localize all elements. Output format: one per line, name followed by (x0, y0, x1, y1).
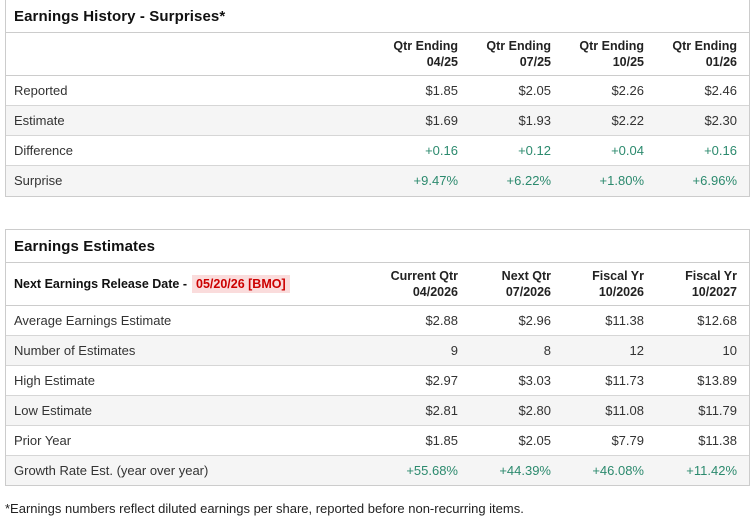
cell-value: $11.73 (605, 372, 644, 388)
cell-value: +6.96% (692, 173, 737, 189)
cell-value: $1.85 (425, 432, 458, 448)
earnings-estimates-header-row: Next Earnings Release Date - 05/20/26 [BM… (6, 262, 749, 306)
cell-value: $1.93 (518, 113, 551, 128)
cell-value: 10 (722, 342, 737, 358)
row-label: High Estimate (14, 372, 95, 388)
cell-value: 12 (629, 342, 644, 358)
column-header-fiscal-yr-2026: Fiscal Yr 10/2026 (563, 262, 656, 306)
cell-value: +0.16 (704, 143, 737, 158)
cell-value: $2.05 (518, 432, 551, 448)
cell-value: $2.80 (518, 402, 551, 418)
table-row-estimate: Estimate $1.69 $1.93 $2.22 $2.30 (6, 105, 749, 136)
table-row-number-of-estimates: Number of Estimates 9 8 12 10 (6, 335, 749, 365)
cell-value: $11.08 (605, 402, 644, 418)
earnings-estimates-table: Next Earnings Release Date - 05/20/26 [BM… (6, 262, 749, 485)
cell-value: $2.30 (704, 113, 737, 128)
earnings-estimates-section: Earnings Estimates Next Earnings Release… (5, 228, 750, 486)
cell-value: $2.96 (518, 312, 551, 328)
cell-value: $1.85 (425, 83, 458, 98)
cell-value: 9 (450, 342, 458, 358)
cell-value: 8 (543, 342, 551, 358)
cell-value: $7.79 (611, 432, 644, 448)
earnings-history-header-row: Qtr Ending 04/25 Qtr Ending 07/25 Qtr En… (6, 33, 749, 76)
column-header-qtr-0425: Qtr Ending 04/25 (377, 33, 470, 76)
release-date-value: 05/20/26 [BMO] (192, 274, 290, 293)
table-row-low-estimate: Low Estimate $2.81 $2.80 $11.08 $11.79 (6, 395, 749, 425)
cell-value: $11.38 (698, 432, 737, 448)
header-empty-cell (6, 33, 377, 76)
earnings-estimates-title: Earnings Estimates (6, 230, 749, 263)
row-label: Prior Year (14, 432, 72, 448)
table-row-high-estimate: High Estimate $2.97 $3.03 $11.73 $13.89 (6, 365, 749, 395)
column-header-fiscal-yr-2027: Fiscal Yr 10/2027 (656, 262, 749, 306)
cell-value: $2.46 (704, 83, 737, 98)
cell-value: +44.39% (499, 462, 551, 478)
cell-value: $2.97 (425, 372, 458, 388)
column-header-next-qtr: Next Qtr 07/2026 (470, 262, 563, 306)
cell-value: $2.22 (611, 113, 644, 128)
cell-value: $1.69 (425, 113, 458, 128)
table-row-growth-rate-est: Growth Rate Est. (year over year) +55.68… (6, 455, 749, 485)
row-label: Average Earnings Estimate (14, 312, 172, 328)
cell-value: +55.68% (406, 462, 458, 478)
table-row-average-earnings-estimate: Average Earnings Estimate $2.88 $2.96 $1… (6, 305, 749, 335)
cell-value: $3.03 (518, 372, 551, 388)
cell-value: +1.80% (599, 173, 644, 189)
earnings-footnote: *Earnings numbers reflect diluted earnin… (5, 501, 524, 516)
row-label: Reported (14, 83, 68, 98)
row-label: Estimate (14, 113, 65, 128)
row-label: Difference (14, 143, 74, 158)
row-label: Number of Estimates (14, 342, 136, 358)
cell-value: +0.12 (518, 143, 551, 158)
cell-value: +11.42% (686, 462, 737, 478)
cell-value: +0.04 (611, 143, 644, 158)
column-header-qtr-0725: Qtr Ending 07/25 (470, 33, 563, 76)
column-header-current-qtr: Current Qtr 04/2026 (377, 262, 470, 306)
cell-value: +0.16 (425, 143, 458, 158)
next-earnings-release-cell: Next Earnings Release Date - 05/20/26 [BM… (6, 262, 377, 306)
earnings-history-title: Earnings History - Surprises* (6, 0, 749, 33)
column-header-qtr-1025: Qtr Ending 10/25 (563, 33, 656, 76)
cell-value: +6.22% (506, 173, 551, 189)
cell-value: +46.08% (592, 462, 644, 478)
column-header-qtr-0126: Qtr Ending 01/26 (656, 33, 749, 76)
cell-value: $12.68 (697, 312, 737, 328)
row-label: Growth Rate Est. (year over year) (14, 462, 209, 478)
table-row-reported: Reported $1.85 $2.05 $2.26 $2.46 (6, 76, 749, 106)
row-label: Surprise (14, 173, 63, 189)
earnings-history-table: Qtr Ending 04/25 Qtr Ending 07/25 Qtr En… (6, 33, 749, 196)
cell-value: +9.47% (413, 173, 458, 189)
cell-value: $2.88 (425, 312, 458, 328)
cell-value: $2.05 (518, 83, 551, 98)
cell-value: $11.38 (605, 312, 644, 328)
cell-value: $2.81 (425, 402, 458, 418)
cell-value: $2.26 (611, 83, 644, 98)
earnings-history-section: Earnings History - Surprises* Qtr Ending… (5, 0, 750, 197)
table-row-prior-year: Prior Year $1.85 $2.05 $7.79 $11.38 (6, 425, 749, 455)
cell-value: $11.79 (698, 402, 737, 418)
release-date-label: Next Earnings Release Date - (14, 276, 187, 291)
table-row-difference: Difference +0.16 +0.12 +0.04 +0.16 (6, 136, 749, 166)
cell-value: $13.89 (697, 372, 737, 388)
table-row-surprise: Surprise +9.47% +6.22% +1.80% +6.96% (6, 165, 749, 196)
row-label: Low Estimate (14, 402, 93, 418)
